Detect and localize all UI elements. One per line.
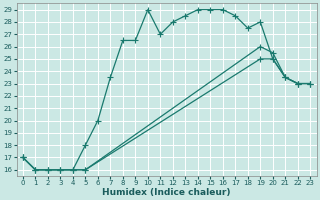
X-axis label: Humidex (Indice chaleur): Humidex (Indice chaleur) <box>102 188 231 197</box>
